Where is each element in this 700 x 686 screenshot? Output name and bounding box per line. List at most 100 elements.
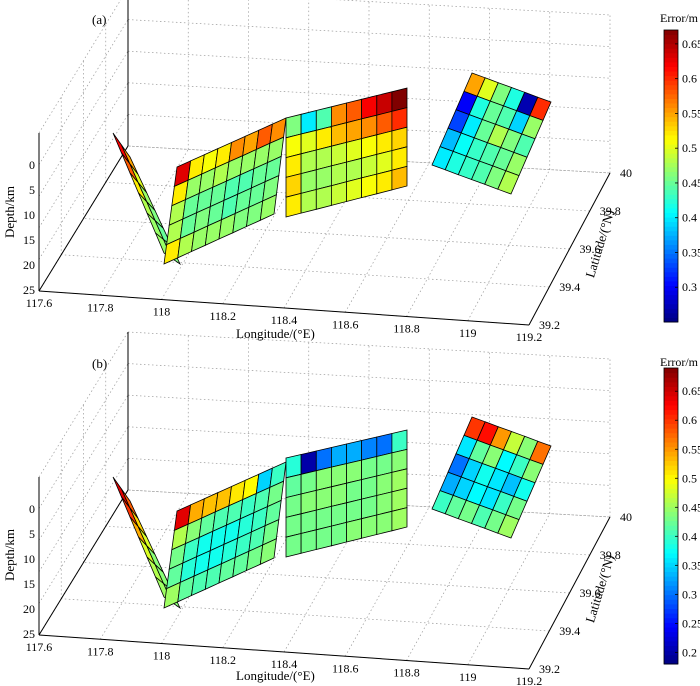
fault-patch [285, 453, 302, 479]
side-wall-gridline [38, 458, 129, 604]
colorbar-band [664, 239, 678, 245]
colorbar-band [664, 39, 678, 45]
colorbar-band [664, 400, 678, 406]
x-tick-label: 118.2 [209, 309, 236, 323]
fault-patch [285, 532, 302, 558]
colorbar-band [664, 285, 678, 291]
floor-edge-line [38, 489, 129, 636]
colorbar-band [664, 203, 678, 209]
side-wall-gridline [38, 0, 122, 134]
fault-patch [346, 518, 363, 543]
z-tick-label: 10 [23, 208, 35, 222]
colorbar-tick-label: 0.65 [682, 37, 700, 51]
colorbar-band [664, 627, 678, 633]
fault-patch [112, 476, 131, 509]
panel-b: (b) Longitude/(°E) Depth/km Latitude/(°N… [2, 331, 700, 686]
z-tick-label: 5 [29, 183, 35, 197]
colorbar-band [664, 516, 678, 522]
colorbar-band [664, 148, 678, 154]
x-tick-label: 118.8 [393, 666, 420, 680]
colorbar-frame [663, 29, 679, 323]
colorbar-band [664, 580, 678, 586]
colorbar-band [664, 543, 678, 549]
side-wall-gridline [38, 114, 129, 260]
fault-patch [330, 181, 347, 206]
colorbar-band [664, 585, 678, 591]
colorbar-band [664, 437, 678, 443]
side-wall-gridline [38, 19, 129, 165]
colorbar-band [664, 525, 678, 531]
y-tick-label: 39.6 [580, 586, 601, 600]
colorbar-band [664, 474, 678, 480]
fault-segments [112, 416, 552, 610]
y-tick-label: 39.4 [559, 280, 580, 294]
colorbar-band [664, 290, 678, 296]
fault-patch [497, 170, 520, 195]
fault-segment-2 [163, 461, 287, 609]
colorbar-band [664, 80, 678, 86]
colorbar-band [664, 414, 678, 420]
colorbar-band [664, 176, 678, 182]
floor-gridline [283, 159, 370, 309]
floor-edge-line [38, 145, 129, 292]
colorbar-band [664, 654, 678, 660]
colorbar-band [664, 479, 678, 485]
floor-gridline [99, 149, 189, 296]
colorbar-band [664, 258, 678, 264]
colorbar-band [664, 153, 678, 159]
panel-label: (a) [92, 12, 106, 27]
fault-patch [300, 529, 317, 554]
fault-segment-4 [431, 416, 552, 539]
colorbar-band [664, 271, 678, 277]
y-tick-label: 39.8 [600, 204, 621, 218]
colorbar-band [664, 294, 678, 300]
floor-gridline [406, 166, 490, 317]
colorbar-band [664, 134, 678, 140]
colorbar-band [664, 312, 678, 318]
fault-patch [391, 507, 408, 532]
floor-gridline [99, 493, 189, 640]
x-tick-label: 118.4 [271, 657, 298, 671]
tick-labels: 117.6 117.8 118 118.2 118.4 118.6 118.8 119 119.… [23, 502, 632, 686]
colorbar-band [664, 446, 678, 452]
colorbar-band [664, 460, 678, 466]
colorbar-band [664, 451, 678, 457]
colorbar-band [664, 492, 678, 499]
y-tick-label: 40 [620, 166, 632, 180]
fault-segment-1 [112, 476, 181, 610]
colorbar-tick-label: 0.35 [682, 245, 700, 259]
colorbar-band [664, 386, 678, 392]
colorbar-band [664, 52, 678, 58]
colorbar: 0.2 0.25 0.3 0.35 0.4 0.45 0.5 0.55 0.6 0.65 [663, 367, 700, 665]
colorbar-band [664, 194, 678, 200]
back-wall-gridline [127, 50, 611, 79]
colorbar-tick-label: 0.6 [682, 72, 697, 86]
y-tick-label: 39.4 [559, 624, 580, 638]
colorbar-band [664, 502, 678, 508]
fault-patch [376, 510, 393, 536]
back-wall-gridline [127, 82, 611, 111]
fault-patch [330, 521, 347, 547]
fault-patch [259, 538, 277, 565]
z-axis-label: Depth/km [2, 186, 17, 238]
colorbar-band [664, 608, 678, 614]
colorbar-band [664, 221, 678, 227]
z-tick-label: 0 [29, 158, 35, 172]
floor-gridline [83, 218, 570, 250]
colorbar-band [664, 622, 678, 628]
colorbar-band [664, 409, 678, 415]
y-tick-label: 39.2 [539, 318, 560, 332]
fault-patch [330, 482, 347, 507]
x-axis-line [38, 634, 530, 670]
colorbar-band [664, 262, 678, 268]
colorbar-band [664, 249, 678, 255]
floor-gridline [467, 513, 551, 665]
colorbar-band [664, 617, 678, 623]
colorbar-band [664, 280, 678, 286]
x-axis-label: Longitude/(°E) [236, 326, 315, 341]
colorbar-band [664, 428, 678, 434]
floor-gridline [344, 162, 430, 313]
colorbar-band [664, 553, 678, 559]
colorbar-band [664, 303, 678, 309]
